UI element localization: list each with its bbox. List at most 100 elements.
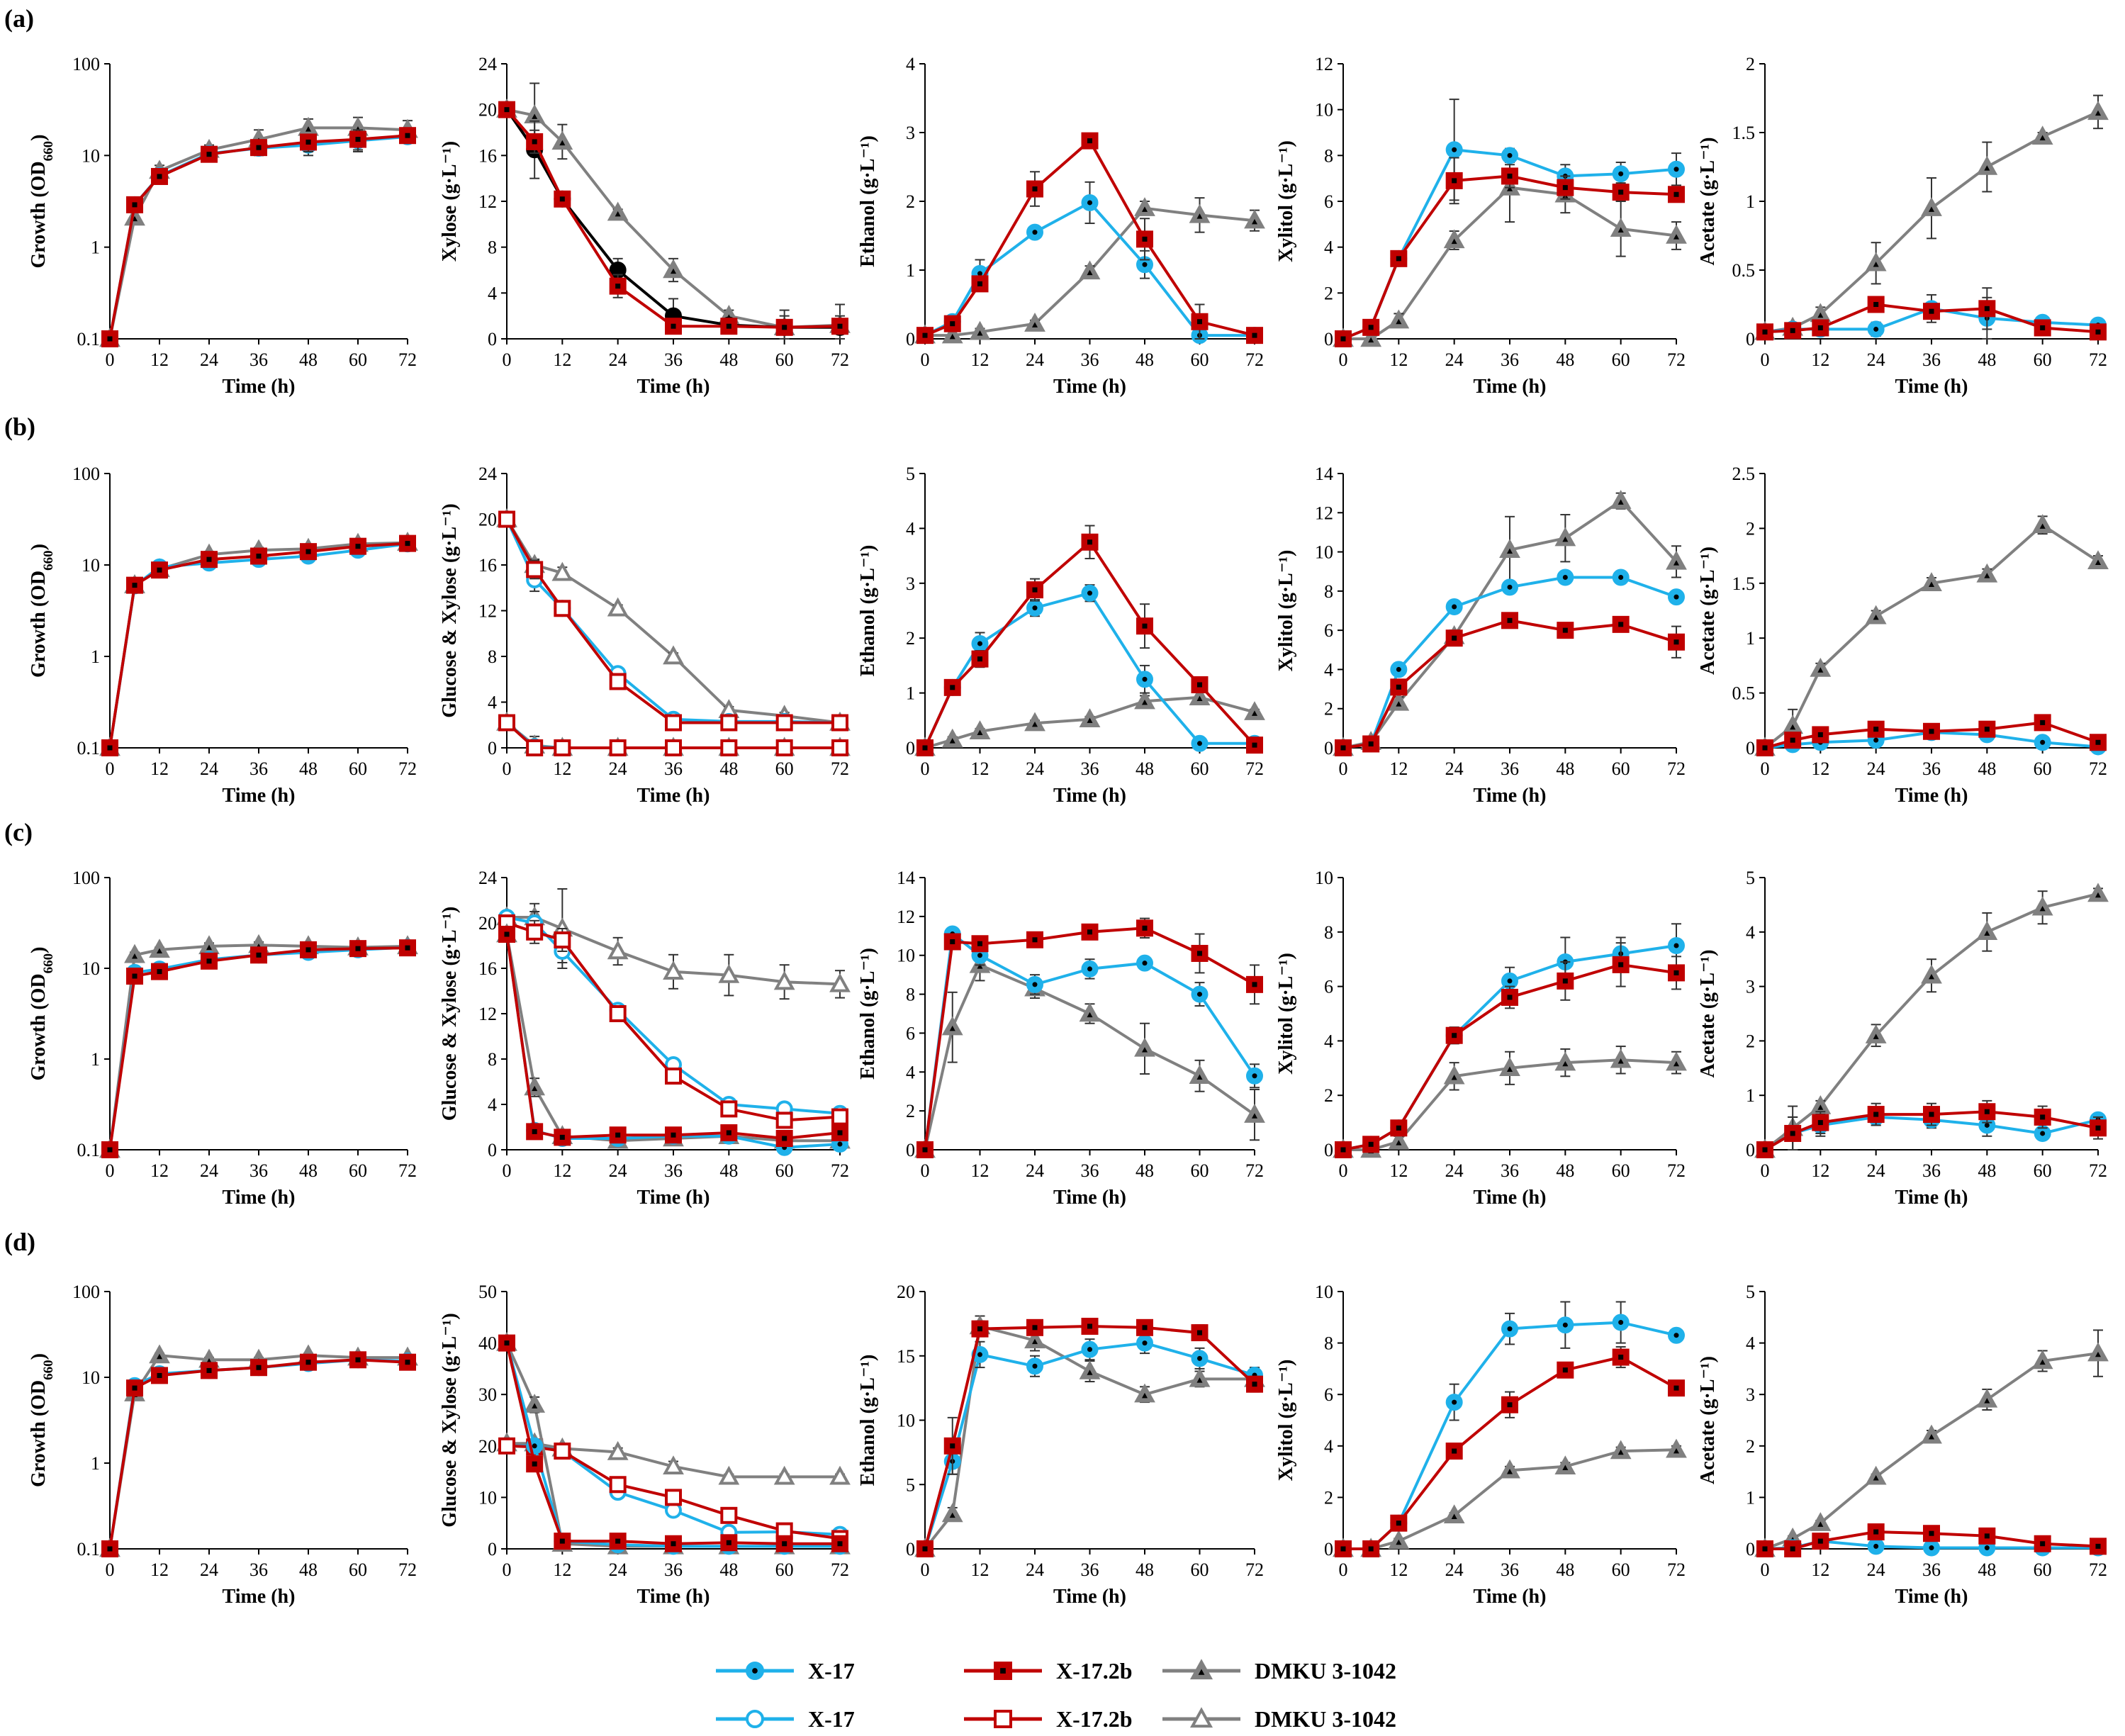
x-tick-label: 24 (1867, 1559, 1885, 1580)
series-x-17-2b-glucose (498, 926, 848, 1147)
data-point (746, 1710, 764, 1728)
legend-item-filled-dmku-3-1042: DMKU 3-1042 (1162, 1658, 1396, 1684)
data-point (663, 645, 684, 665)
y-tick-label: 20 (897, 1282, 915, 1302)
data-point-center (1873, 1475, 1879, 1481)
series-line (108, 135, 408, 340)
data-point-center (157, 174, 162, 179)
x-tick-label: 60 (349, 1160, 367, 1181)
y-tick-label: 10 (82, 1367, 100, 1388)
x-axis-label: Time (h) (1895, 1586, 1968, 1608)
data-point-center (1251, 1113, 1258, 1119)
data-point-center (2040, 325, 2046, 330)
y-axis-label: Xylose (g·L⁻¹) (439, 141, 461, 262)
series-dmku-3-1042 (1333, 1438, 1687, 1557)
x-tick-label: 0 (106, 349, 115, 370)
x-tick-label: 60 (1191, 1160, 1209, 1181)
series-x-17-2b (916, 525, 1263, 756)
data-point (1189, 1707, 1213, 1728)
data-point-center (532, 1129, 537, 1134)
data-point (775, 1111, 793, 1129)
data-point-center (1506, 1468, 1513, 1474)
data-point-center (405, 133, 410, 138)
data-point-center (1929, 308, 1934, 314)
x-tick-label: 72 (1667, 1559, 1686, 1580)
data-point-center (1790, 737, 1795, 743)
data-point-center (305, 126, 312, 132)
data-point-center (1368, 337, 1374, 343)
x-tick-label: 24 (1445, 1559, 1464, 1580)
data-point-center (782, 325, 787, 330)
x-tick-label: 0 (1761, 758, 1770, 779)
x-axis-label: Time (h) (1053, 785, 1126, 807)
y-tick-label: 3 (1746, 1384, 1755, 1405)
x-tick-label: 48 (1136, 758, 1154, 779)
row-label: (c) (4, 818, 33, 846)
y-axis-label: Xylitol (g·L⁻¹) (1275, 1360, 1297, 1482)
x-axis-label: Time (h) (1895, 1187, 1968, 1209)
x-tick-label: 48 (1136, 1160, 1154, 1181)
chart-b-growth: 0.1 1 10 100 0 12 24 36 48 60 72 Time (h) Growth (OD… (28, 464, 418, 807)
x-tick-label: 12 (971, 349, 989, 370)
data-point-center (977, 656, 982, 662)
y-tick-label: 0.1 (77, 329, 101, 349)
data-point-center (2095, 892, 2102, 898)
data-point-center (2040, 1541, 2046, 1547)
x-tick-label: 72 (2089, 1559, 2107, 1580)
y-axis-label: Growth (OD660) (28, 947, 56, 1081)
y-tick-label: 5 (906, 1474, 915, 1495)
data-point-center (1984, 1533, 1990, 1539)
y-tick-label: 4 (906, 518, 915, 539)
data-point-center (1032, 1325, 1038, 1331)
x-tick-label: 24 (609, 1559, 627, 1580)
data-point-center (1451, 1075, 1457, 1080)
data-point (665, 1068, 682, 1085)
data-point-center (922, 1147, 928, 1153)
x-tick-label: 0 (503, 1160, 512, 1181)
data-point-center (1396, 666, 1401, 672)
data-point-center (1451, 1513, 1457, 1519)
data-point-center (156, 948, 163, 954)
x-tick-label: 72 (831, 758, 849, 779)
data-point-center (1984, 1122, 1990, 1128)
x-axis-label: Time (h) (1053, 1586, 1126, 1608)
x-tick-label: 24 (200, 349, 218, 370)
data-point-center (1032, 1363, 1038, 1369)
data-point-center (1032, 605, 1038, 611)
series-x-17 (101, 128, 416, 347)
x-tick-label: 72 (831, 1160, 849, 1181)
y-tick-label: 0 (906, 738, 915, 758)
data-point-center (1507, 152, 1513, 158)
data-point-center (1142, 1325, 1148, 1331)
data-point-center (1873, 302, 1879, 307)
data-point-center (206, 556, 212, 562)
y-axis-label: Growth (OD660) (28, 135, 56, 269)
data-point-center (1673, 560, 1680, 566)
data-point (554, 931, 571, 948)
data-point (498, 1437, 515, 1455)
x-tick-label: 12 (150, 1160, 169, 1181)
y-axis-label: Xylitol (g·L⁻¹) (1275, 550, 1297, 672)
data-point-center (977, 641, 982, 646)
data-point (718, 1465, 740, 1485)
y-tick-label: 20 (478, 510, 497, 530)
row-label: (a) (4, 4, 34, 33)
x-tick-label: 60 (349, 349, 367, 370)
x-tick-label: 72 (831, 349, 849, 370)
series-x-17-2b (1335, 1346, 1685, 1557)
y-tick-label: 5 (906, 464, 915, 484)
data-point-center (1790, 724, 1796, 730)
y-tick-label: 6 (1324, 620, 1333, 641)
series-line (108, 1358, 408, 1550)
data-point-center (1928, 973, 1935, 980)
series-dmku-3-1042 (914, 948, 1265, 1158)
data-point-center (1817, 1104, 1824, 1110)
y-tick-label: 1 (91, 646, 100, 667)
y-tick-label: 14 (897, 868, 915, 888)
y-tick-label: 40 (478, 1333, 497, 1354)
data-point (665, 1489, 682, 1506)
